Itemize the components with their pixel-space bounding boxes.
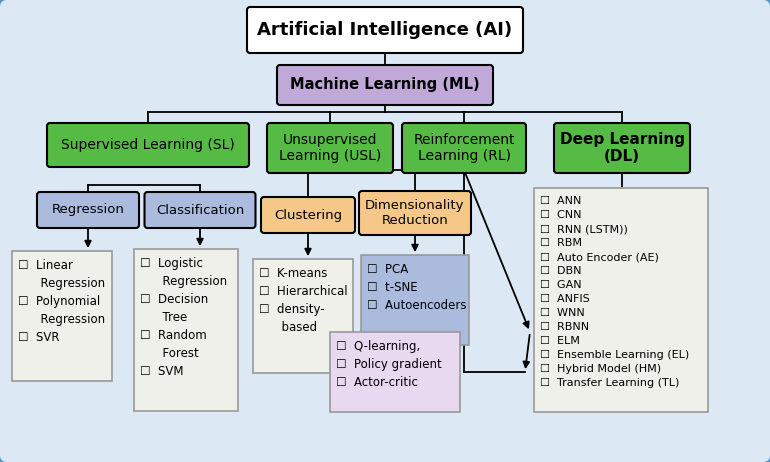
FancyBboxPatch shape xyxy=(359,191,471,235)
Text: Supervised Learning (SL): Supervised Learning (SL) xyxy=(61,138,235,152)
FancyBboxPatch shape xyxy=(554,123,690,173)
Text: Unsupervised
Learning (USL): Unsupervised Learning (USL) xyxy=(279,133,381,163)
Text: Classification: Classification xyxy=(156,203,244,217)
Text: Clustering: Clustering xyxy=(274,208,342,221)
FancyBboxPatch shape xyxy=(37,192,139,228)
FancyBboxPatch shape xyxy=(134,249,238,411)
Text: Deep Learning
(DL): Deep Learning (DL) xyxy=(560,132,685,164)
FancyBboxPatch shape xyxy=(330,332,460,412)
Text: ☐  Logistic
      Regression
☐  Decision
      Tree
☐  Random
      Forest
☐  SV: ☐ Logistic Regression ☐ Decision Tree ☐ … xyxy=(140,257,227,378)
Text: ☐  K-means
☐  Hierarchical
☐  density-
      based: ☐ K-means ☐ Hierarchical ☐ density- base… xyxy=(259,267,347,334)
FancyBboxPatch shape xyxy=(247,7,523,53)
Text: Machine Learning (ML): Machine Learning (ML) xyxy=(290,78,480,92)
FancyBboxPatch shape xyxy=(145,192,256,228)
FancyBboxPatch shape xyxy=(402,123,526,173)
FancyBboxPatch shape xyxy=(361,255,469,345)
Text: ☐  ANN
☐  CNN
☐  RNN (LSTM))
☐  RBM
☐  Auto Encoder (AE)
☐  DBN
☐  GAN
☐  ANFIS
: ☐ ANN ☐ CNN ☐ RNN (LSTM)) ☐ RBM ☐ Auto E… xyxy=(540,196,689,388)
Text: ☐  Linear
      Regression
☐  Polynomial
      Regression
☐  SVR: ☐ Linear Regression ☐ Polynomial Regress… xyxy=(18,259,105,344)
Text: ☐  Q-learning,
☐  Policy gradient
☐  Actor-critic: ☐ Q-learning, ☐ Policy gradient ☐ Actor-… xyxy=(336,340,442,389)
Text: ☐  PCA
☐  t-SNE
☐  Autoencoders: ☐ PCA ☐ t-SNE ☐ Autoencoders xyxy=(367,263,467,312)
Text: Reinforcement
Learning (RL): Reinforcement Learning (RL) xyxy=(413,133,515,163)
Text: Regression: Regression xyxy=(52,203,125,217)
FancyBboxPatch shape xyxy=(253,259,353,373)
Text: Dimensionality
Reduction: Dimensionality Reduction xyxy=(365,199,465,227)
FancyBboxPatch shape xyxy=(47,123,249,167)
FancyBboxPatch shape xyxy=(12,251,112,381)
FancyBboxPatch shape xyxy=(261,197,355,233)
FancyBboxPatch shape xyxy=(267,123,393,173)
FancyBboxPatch shape xyxy=(534,188,708,412)
Text: Artificial Intelligence (AI): Artificial Intelligence (AI) xyxy=(257,21,513,39)
FancyBboxPatch shape xyxy=(277,65,493,105)
